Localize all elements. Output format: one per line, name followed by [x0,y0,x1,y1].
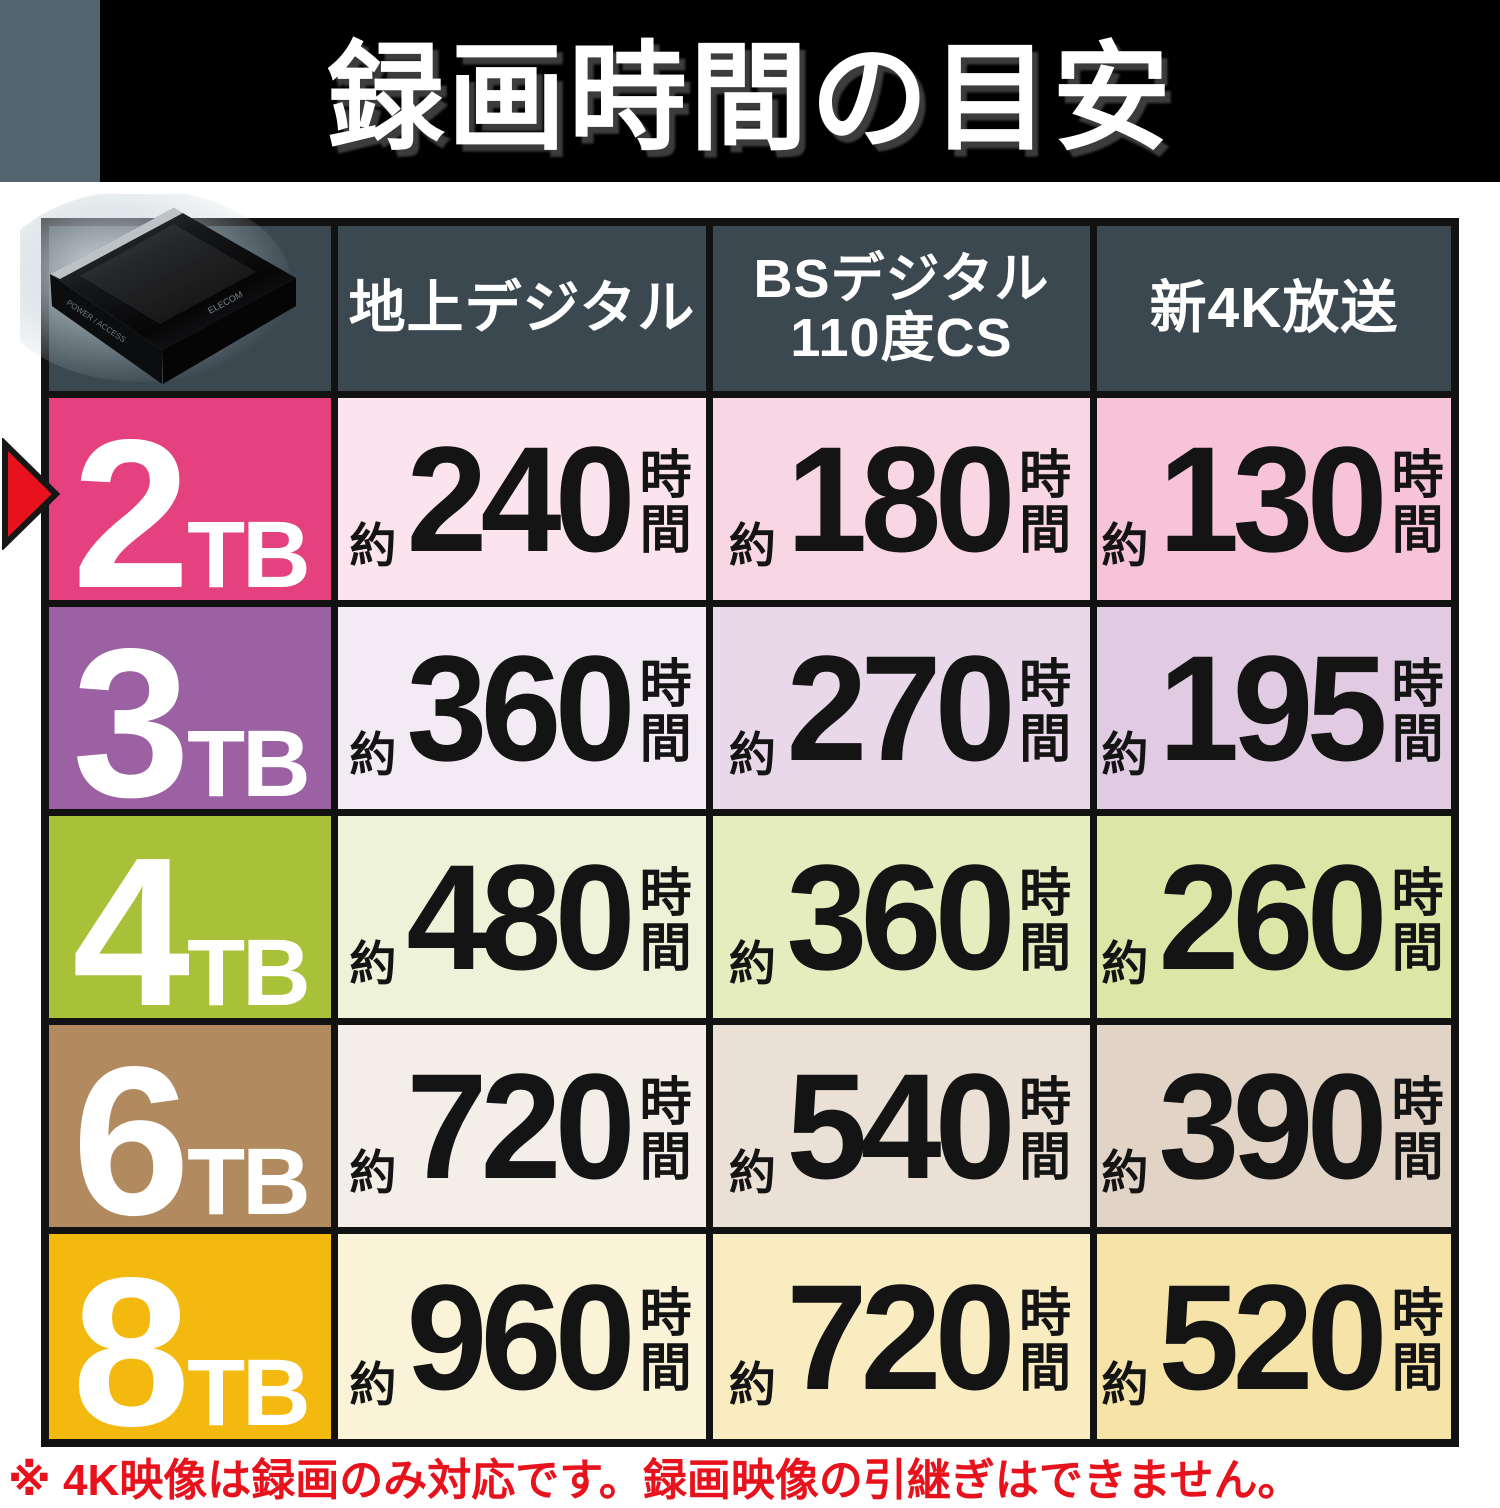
hours-value: 390 [1158,1042,1388,1210]
hours-cell-2tb-terrestrial: 約 240 時間 [338,398,706,600]
hours-cell-3tb-terrestrial: 約 360 時間 [338,607,706,809]
hours-value: 195 [1158,624,1388,792]
capacity-cell-4tb: 4 TB [49,816,331,1018]
capacity-unit: TB [187,920,311,1018]
hours-value: 520 [1158,1252,1388,1421]
hours-unit: 時間 [1391,1284,1444,1398]
hours-unit: 時間 [639,1284,692,1398]
capacity-cell-3tb: 3 TB [49,607,331,809]
approx-prefix: 約 [728,1146,776,1199]
col-header-bs-cs: BSデジタル 110度CS [713,226,1090,391]
approx-prefix: 約 [728,519,776,572]
hours-cell-4tb-terrestrial: 約 480 時間 [338,816,706,1018]
approx-prefix: 約 [1101,519,1149,572]
hours-cell-8tb-terrestrial: 約 960 時間 [338,1234,706,1439]
approx-prefix: 約 [349,937,397,990]
approx-prefix: 約 [1101,728,1149,781]
approx-prefix: 約 [1101,1358,1149,1411]
hours-value: 260 [1158,833,1388,1001]
hours-unit: 時間 [1019,656,1072,769]
col-header-4k: 新4K放送 [1097,226,1451,391]
hours-value: 270 [786,624,1015,792]
page-title: 録画時間の目安 [326,33,1174,166]
hours-unit: 時間 [1019,1074,1072,1187]
hours-unit: 時間 [1391,447,1444,560]
hours-value: 480 [406,833,636,1001]
hours-value: 720 [786,1252,1015,1421]
hours-unit: 時間 [1019,865,1072,978]
hours-cell-3tb-4k: 約 195 時間 [1097,607,1451,809]
hours-unit: 時間 [639,447,692,560]
approx-prefix: 約 [728,728,776,781]
approx-prefix: 約 [728,937,776,990]
hours-cell-6tb-4k: 約 390 時間 [1097,1025,1451,1227]
hours-unit: 時間 [1391,656,1444,769]
hours-value: 240 [406,415,636,583]
capacity-unit: TB [187,502,311,600]
hours-value: 180 [786,415,1015,583]
hours-unit: 時間 [1019,447,1072,560]
footnote: ※ 4K映像は録画のみ対応です。録画映像の引継ぎはできません。 [8,1456,1302,1505]
hours-cell-6tb-terrestrial: 約 720 時間 [338,1025,706,1227]
hours-value: 130 [1158,415,1388,583]
hours-cell-8tb-bs-cs: 約 720 時間 [713,1234,1090,1439]
hours-value: 720 [406,1042,636,1210]
hours-value: 960 [406,1252,636,1421]
title-bar: 録画時間の目安 [0,0,1500,182]
capacity-cell-6tb: 6 TB [49,1025,331,1227]
hours-cell-2tb-bs-cs: 約 180 時間 [713,398,1090,600]
approx-prefix: 約 [349,1146,397,1199]
hours-cell-2tb-4k: 約 130 時間 [1097,398,1451,600]
hours-cell-3tb-bs-cs: 約 270 時間 [713,607,1090,809]
hours-unit: 時間 [639,656,692,769]
approx-prefix: 約 [349,1358,397,1411]
hdd-product-image: ELECOM POWER / ACCESS [20,194,296,384]
hours-value: 360 [786,833,1015,1001]
capacity-number: 8 [72,1234,190,1439]
capacity-number: 2 [72,398,190,600]
hours-unit: 時間 [1391,1074,1444,1187]
corner-decoration-block [0,0,100,182]
hours-cell-4tb-4k: 約 260 時間 [1097,816,1451,1018]
hours-value: 540 [786,1042,1015,1210]
capacity-cell-8tb: 8 TB [49,1234,331,1439]
col-header-terrestrial: 地上デジタル [338,226,706,391]
approx-prefix: 約 [1101,937,1149,990]
hours-value: 360 [406,624,636,792]
capacity-number: 4 [72,816,190,1018]
capacity-cell-2tb: 2 TB [49,398,331,600]
hours-cell-8tb-4k: 約 520 時間 [1097,1234,1451,1439]
hours-cell-4tb-bs-cs: 約 360 時間 [713,816,1090,1018]
hours-unit: 時間 [1019,1284,1072,1398]
capacity-unit: TB [187,1129,311,1227]
selection-arrow-icon [1,438,61,550]
approx-prefix: 約 [728,1358,776,1411]
capacity-unit: TB [187,711,311,809]
approx-prefix: 約 [349,519,397,572]
approx-prefix: 約 [349,728,397,781]
hours-unit: 時間 [639,865,692,978]
hours-unit: 時間 [639,1074,692,1187]
capacity-unit: TB [187,1339,311,1439]
capacity-number: 6 [72,1025,190,1227]
hours-cell-6tb-bs-cs: 約 540 時間 [713,1025,1090,1227]
capacity-number: 3 [72,607,190,809]
hours-unit: 時間 [1391,865,1444,978]
approx-prefix: 約 [1101,1146,1149,1199]
